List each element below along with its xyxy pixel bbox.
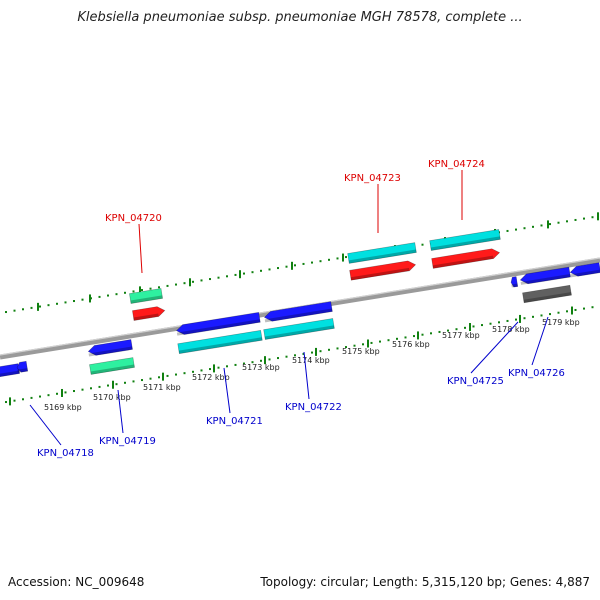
cds-feature[interactable] [132, 306, 166, 321]
axis-tick-label: 5171 kbp [143, 383, 181, 392]
gene-feature[interactable] [569, 262, 600, 278]
gene-feature[interactable] [263, 318, 335, 340]
gene-feature[interactable] [347, 242, 417, 264]
gene-label[interactable]: KPN_04720 [105, 213, 162, 224]
gene-feature[interactable] [87, 339, 133, 357]
axis-tick-label: 5176 kbp [392, 340, 430, 349]
accession-label: Accession: NC_009648 [8, 575, 145, 589]
gene-feature[interactable] [263, 301, 333, 323]
gene-label[interactable]: KPN_04721 [206, 416, 263, 427]
gene-feature[interactable] [176, 312, 261, 336]
gene-feature[interactable] [16, 360, 29, 373]
backbone-highlight [0, 257, 600, 356]
gene-feature[interactable] [429, 229, 501, 251]
axis-tick-label: 5173 kbp [242, 363, 280, 372]
gene-feature[interactable] [519, 266, 571, 285]
gene-feature[interactable] [89, 357, 135, 375]
gene-label-leader [303, 351, 310, 400]
gene-feature[interactable] [0, 363, 20, 379]
axis-tick-label: 5169 kbp [44, 403, 82, 412]
gene-feature[interactable] [177, 330, 263, 354]
gene-label[interactable]: KPN_04718 [37, 448, 94, 459]
gene-label[interactable]: KPN_04723 [344, 173, 401, 184]
axis-tick-label: 5179 kbp [542, 318, 580, 327]
gene-label[interactable]: KPN_04722 [285, 402, 342, 413]
gene-label[interactable]: KPN_04725 [447, 376, 504, 387]
axis-tick-label: 5175 kbp [342, 347, 380, 356]
gene-feature[interactable] [129, 288, 163, 304]
gene-label-leader [223, 367, 231, 414]
gene-label[interactable]: KPN_04726 [508, 368, 565, 379]
gene-label-leader [29, 404, 62, 446]
axis-tick-label: 5174 kbp [292, 356, 330, 365]
gene-label-leader [138, 223, 143, 274]
gene-label[interactable]: KPN_04719 [99, 436, 156, 447]
axis-tick-label: 5170 kbp [93, 393, 131, 402]
gene-label-leader [470, 321, 519, 374]
cds-feature[interactable] [431, 248, 501, 269]
gene-label-leader [117, 389, 124, 434]
topology-info: Topology: circular; Length: 5,315,120 bp… [260, 575, 590, 589]
gene-label[interactable]: KPN_04724 [428, 159, 485, 170]
gene-feature[interactable] [522, 284, 572, 304]
axis-tick-label: 5177 kbp [442, 331, 480, 340]
cds-feature[interactable] [349, 260, 417, 281]
gene-label-leader [531, 316, 549, 366]
gene-feature[interactable] [510, 276, 519, 288]
axis-tick-label: 5172 kbp [192, 373, 230, 382]
map-title: Klebsiella pneumoniae subsp. pneumoniae … [77, 10, 523, 25]
